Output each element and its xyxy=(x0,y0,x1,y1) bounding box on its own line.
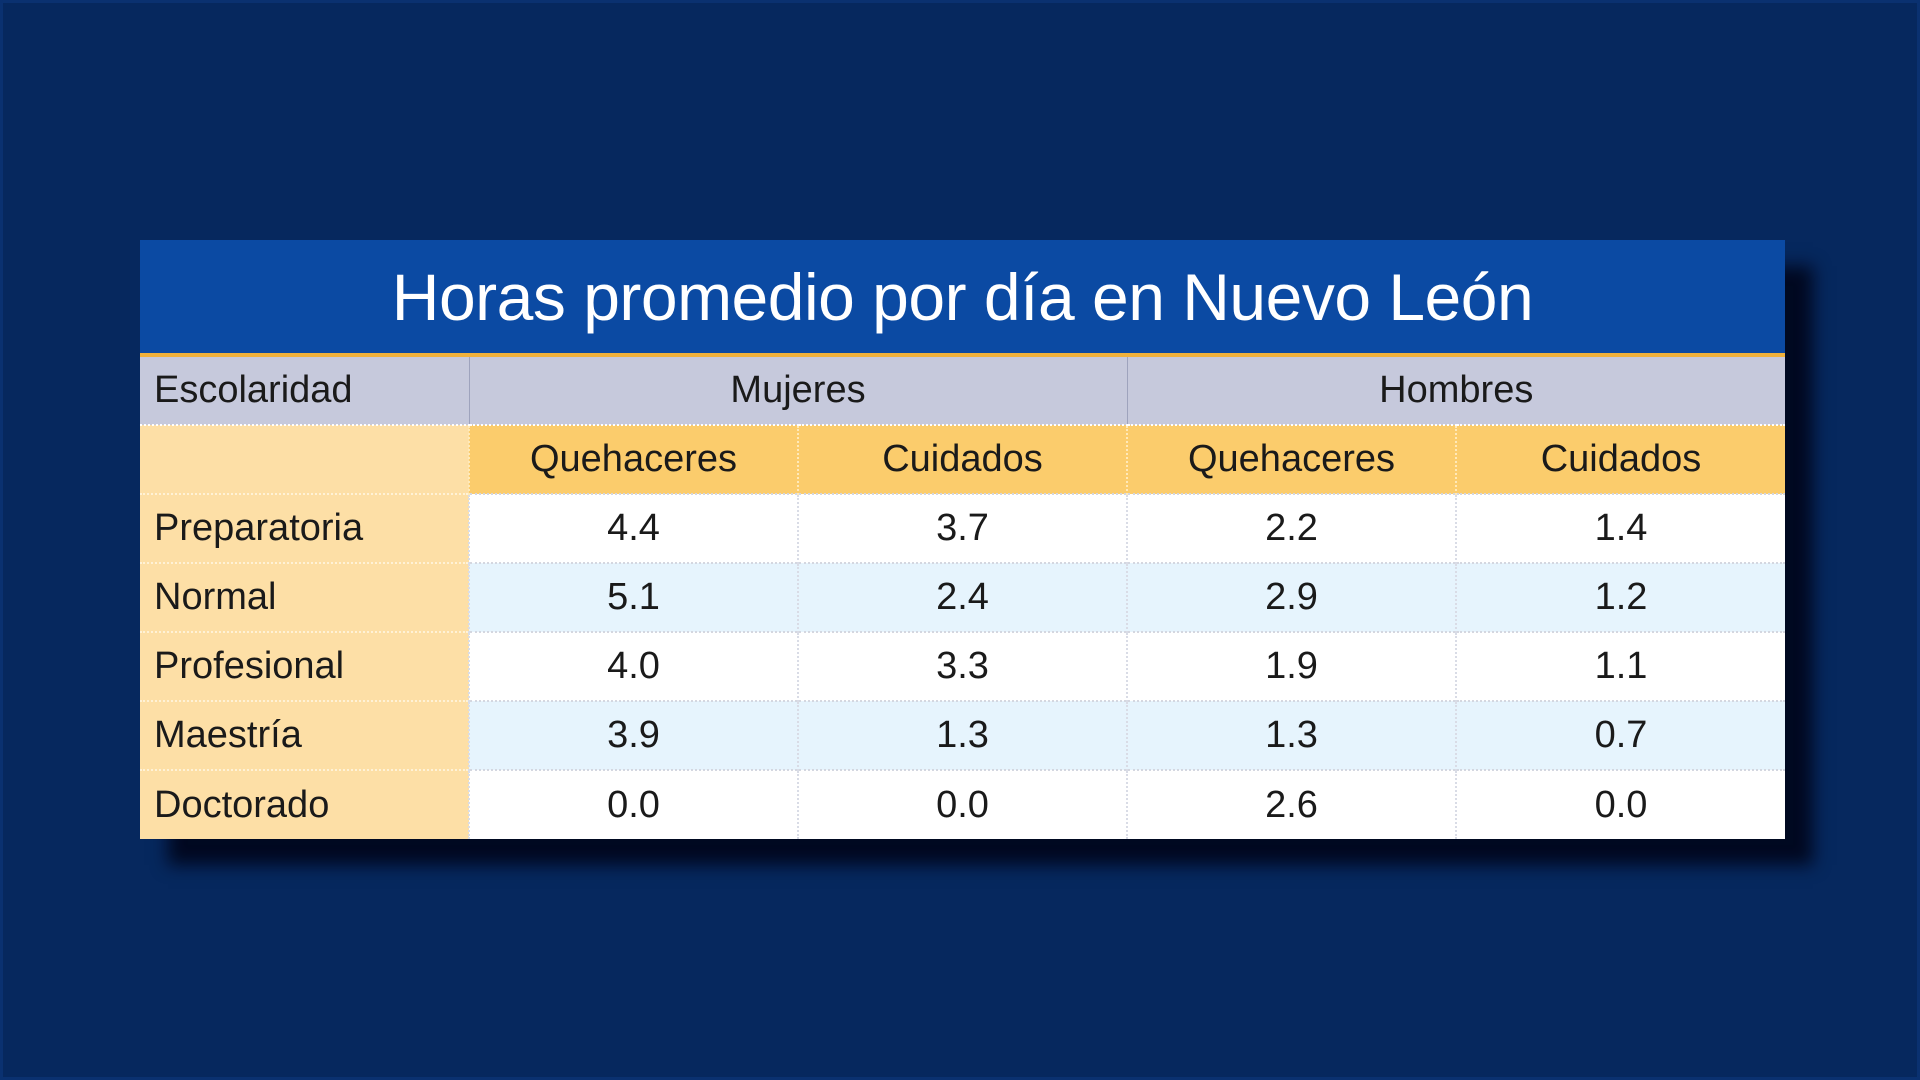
table-row-maestria: Maestría 3.9 1.3 1.3 0.7 xyxy=(140,700,1785,770)
sub-header-hombres-quehaceres: Quehaceres xyxy=(1126,424,1456,494)
table-cell: 5.1 xyxy=(468,562,798,632)
group-header-row: Escolaridad Mujeres Hombres xyxy=(140,357,1785,425)
table-cell: 0.0 xyxy=(1455,769,1785,839)
table-row-profesional: Profesional 4.0 3.3 1.9 1.1 xyxy=(140,631,1785,701)
table-title: Horas promedio por día en Nuevo León xyxy=(140,240,1785,357)
table-cell: 4.0 xyxy=(468,631,798,701)
table-cell: 1.2 xyxy=(1455,562,1785,632)
table-row-doctorado: Doctorado 0.0 0.0 2.6 0.0 xyxy=(140,769,1785,839)
data-table-card: Horas promedio por día en Nuevo León Esc… xyxy=(140,240,1785,839)
row-label: Profesional xyxy=(140,631,469,701)
table-cell: 1.1 xyxy=(1455,631,1785,701)
table-cell: 2.6 xyxy=(1126,769,1456,839)
table-row-normal: Normal 5.1 2.4 2.9 1.2 xyxy=(140,562,1785,632)
table-cell: 2.2 xyxy=(1126,493,1456,563)
row-label: Doctorado xyxy=(140,769,469,839)
sub-header-row: Quehaceres Cuidados Quehaceres Cuidados xyxy=(140,424,1785,494)
table-cell: 3.9 xyxy=(468,700,798,770)
table-row-preparatoria: Preparatoria 4.4 3.7 2.2 1.4 xyxy=(140,493,1785,563)
sub-header-hombres-cuidados: Cuidados xyxy=(1455,424,1785,494)
sub-header-mujeres-cuidados: Cuidados xyxy=(797,424,1127,494)
row-header-label: Escolaridad xyxy=(140,357,469,425)
table-cell: 2.4 xyxy=(797,562,1127,632)
sub-header-mujeres-quehaceres: Quehaceres xyxy=(468,424,798,494)
table-cell: 1.9 xyxy=(1126,631,1456,701)
table-cell: 2.9 xyxy=(1126,562,1456,632)
table-cell: 3.3 xyxy=(797,631,1127,701)
data-table: Escolaridad Mujeres Hombres Quehaceres C… xyxy=(140,357,1785,839)
table-cell: 0.0 xyxy=(468,769,798,839)
table-cell: 1.3 xyxy=(797,700,1127,770)
table-cell: 0.0 xyxy=(797,769,1127,839)
group-header-hombres: Hombres xyxy=(1126,357,1785,425)
group-header-mujeres: Mujeres xyxy=(468,357,1127,425)
row-label: Preparatoria xyxy=(140,493,469,563)
row-label: Normal xyxy=(140,562,469,632)
table-cell: 1.4 xyxy=(1455,493,1785,563)
table-cell: 4.4 xyxy=(468,493,798,563)
row-label: Maestría xyxy=(140,700,469,770)
table-cell: 1.3 xyxy=(1126,700,1456,770)
table-cell: 0.7 xyxy=(1455,700,1785,770)
sub-header-blank xyxy=(140,424,469,494)
table-cell: 3.7 xyxy=(797,493,1127,563)
